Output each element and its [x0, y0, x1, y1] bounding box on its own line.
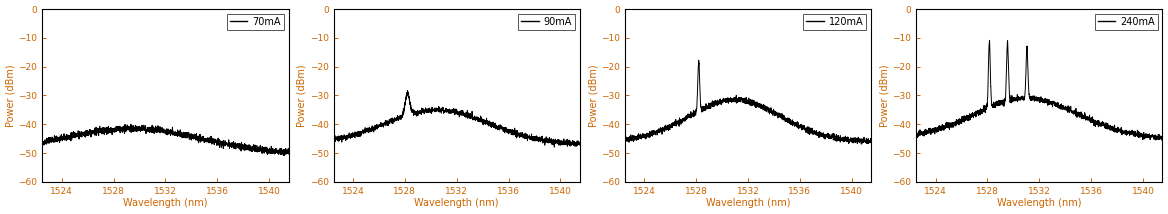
Legend: 70mA: 70mA	[227, 14, 284, 30]
Legend: 240mA: 240mA	[1094, 14, 1157, 30]
Y-axis label: Power (dBm): Power (dBm)	[6, 64, 15, 127]
Y-axis label: Power (dBm): Power (dBm)	[880, 64, 890, 127]
X-axis label: Wavelength (nm): Wavelength (nm)	[997, 198, 1082, 208]
Legend: 120mA: 120mA	[804, 14, 867, 30]
Y-axis label: Power (dBm): Power (dBm)	[589, 64, 598, 127]
X-axis label: Wavelength (nm): Wavelength (nm)	[123, 198, 208, 208]
Legend: 90mA: 90mA	[519, 14, 575, 30]
X-axis label: Wavelength (nm): Wavelength (nm)	[415, 198, 499, 208]
X-axis label: Wavelength (nm): Wavelength (nm)	[705, 198, 791, 208]
Y-axis label: Power (dBm): Power (dBm)	[297, 64, 307, 127]
